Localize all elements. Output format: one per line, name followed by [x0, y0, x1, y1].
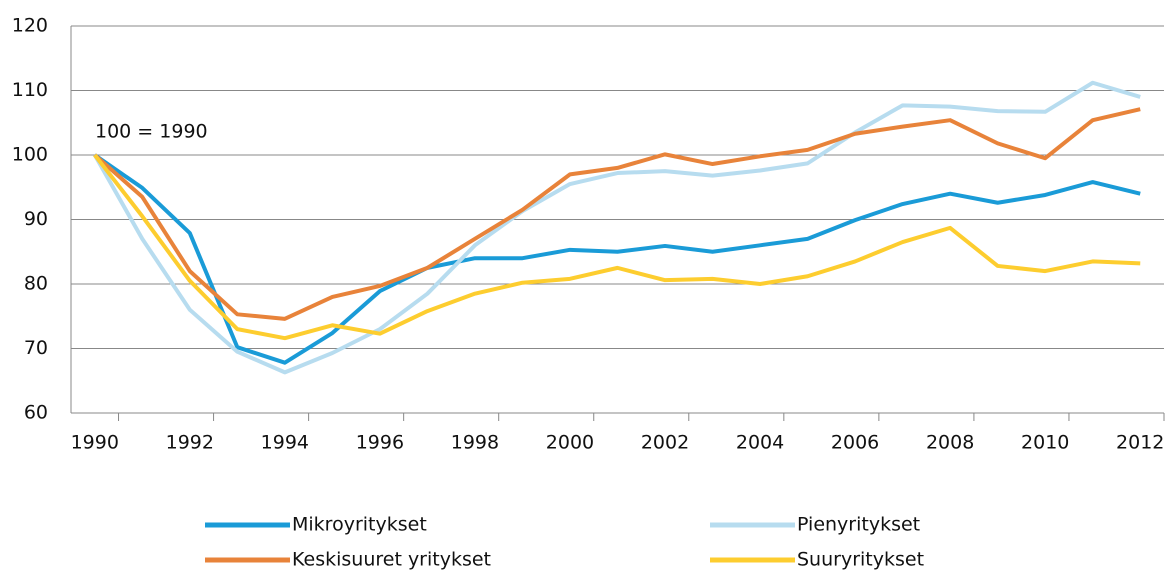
series-line: [93, 107, 1141, 321]
x-tick-label: 2000: [546, 432, 594, 454]
x-tick-label: 2010: [1021, 432, 1069, 454]
series-line: [93, 153, 1141, 341]
series-line: [93, 80, 1141, 375]
legend-label: Suuryritykset: [797, 549, 924, 571]
x-tick-label: 2004: [736, 432, 784, 454]
x-tick-label: 1996: [356, 432, 404, 454]
x-tick-label: 1998: [451, 432, 499, 454]
annotation: 100 = 1990: [95, 121, 208, 143]
y-tick-label: 120: [12, 15, 48, 37]
y-tick-label: 110: [12, 79, 48, 101]
y-tick-label: 70: [24, 337, 48, 359]
legend-label: Pienyritykset: [797, 514, 920, 536]
series-line: [93, 153, 1141, 365]
x-tick-label: 2002: [641, 432, 689, 454]
x-tick-label: 1994: [261, 432, 309, 454]
x-tick-label: 2012: [1116, 432, 1164, 454]
legend-label: Keskisuuret yritykset: [292, 549, 491, 571]
y-tick-label: 90: [24, 208, 48, 230]
x-tick-label: 1990: [71, 432, 119, 454]
y-tick-label: 60: [24, 402, 48, 424]
x-tick-label: 2006: [831, 432, 879, 454]
x-tick-label: 1992: [166, 432, 214, 454]
y-tick-label: 80: [24, 273, 48, 295]
x-tick-label: 2008: [926, 432, 974, 454]
legend-label: Mikroyritykset: [292, 514, 427, 536]
y-tick-label: 100: [12, 144, 48, 166]
